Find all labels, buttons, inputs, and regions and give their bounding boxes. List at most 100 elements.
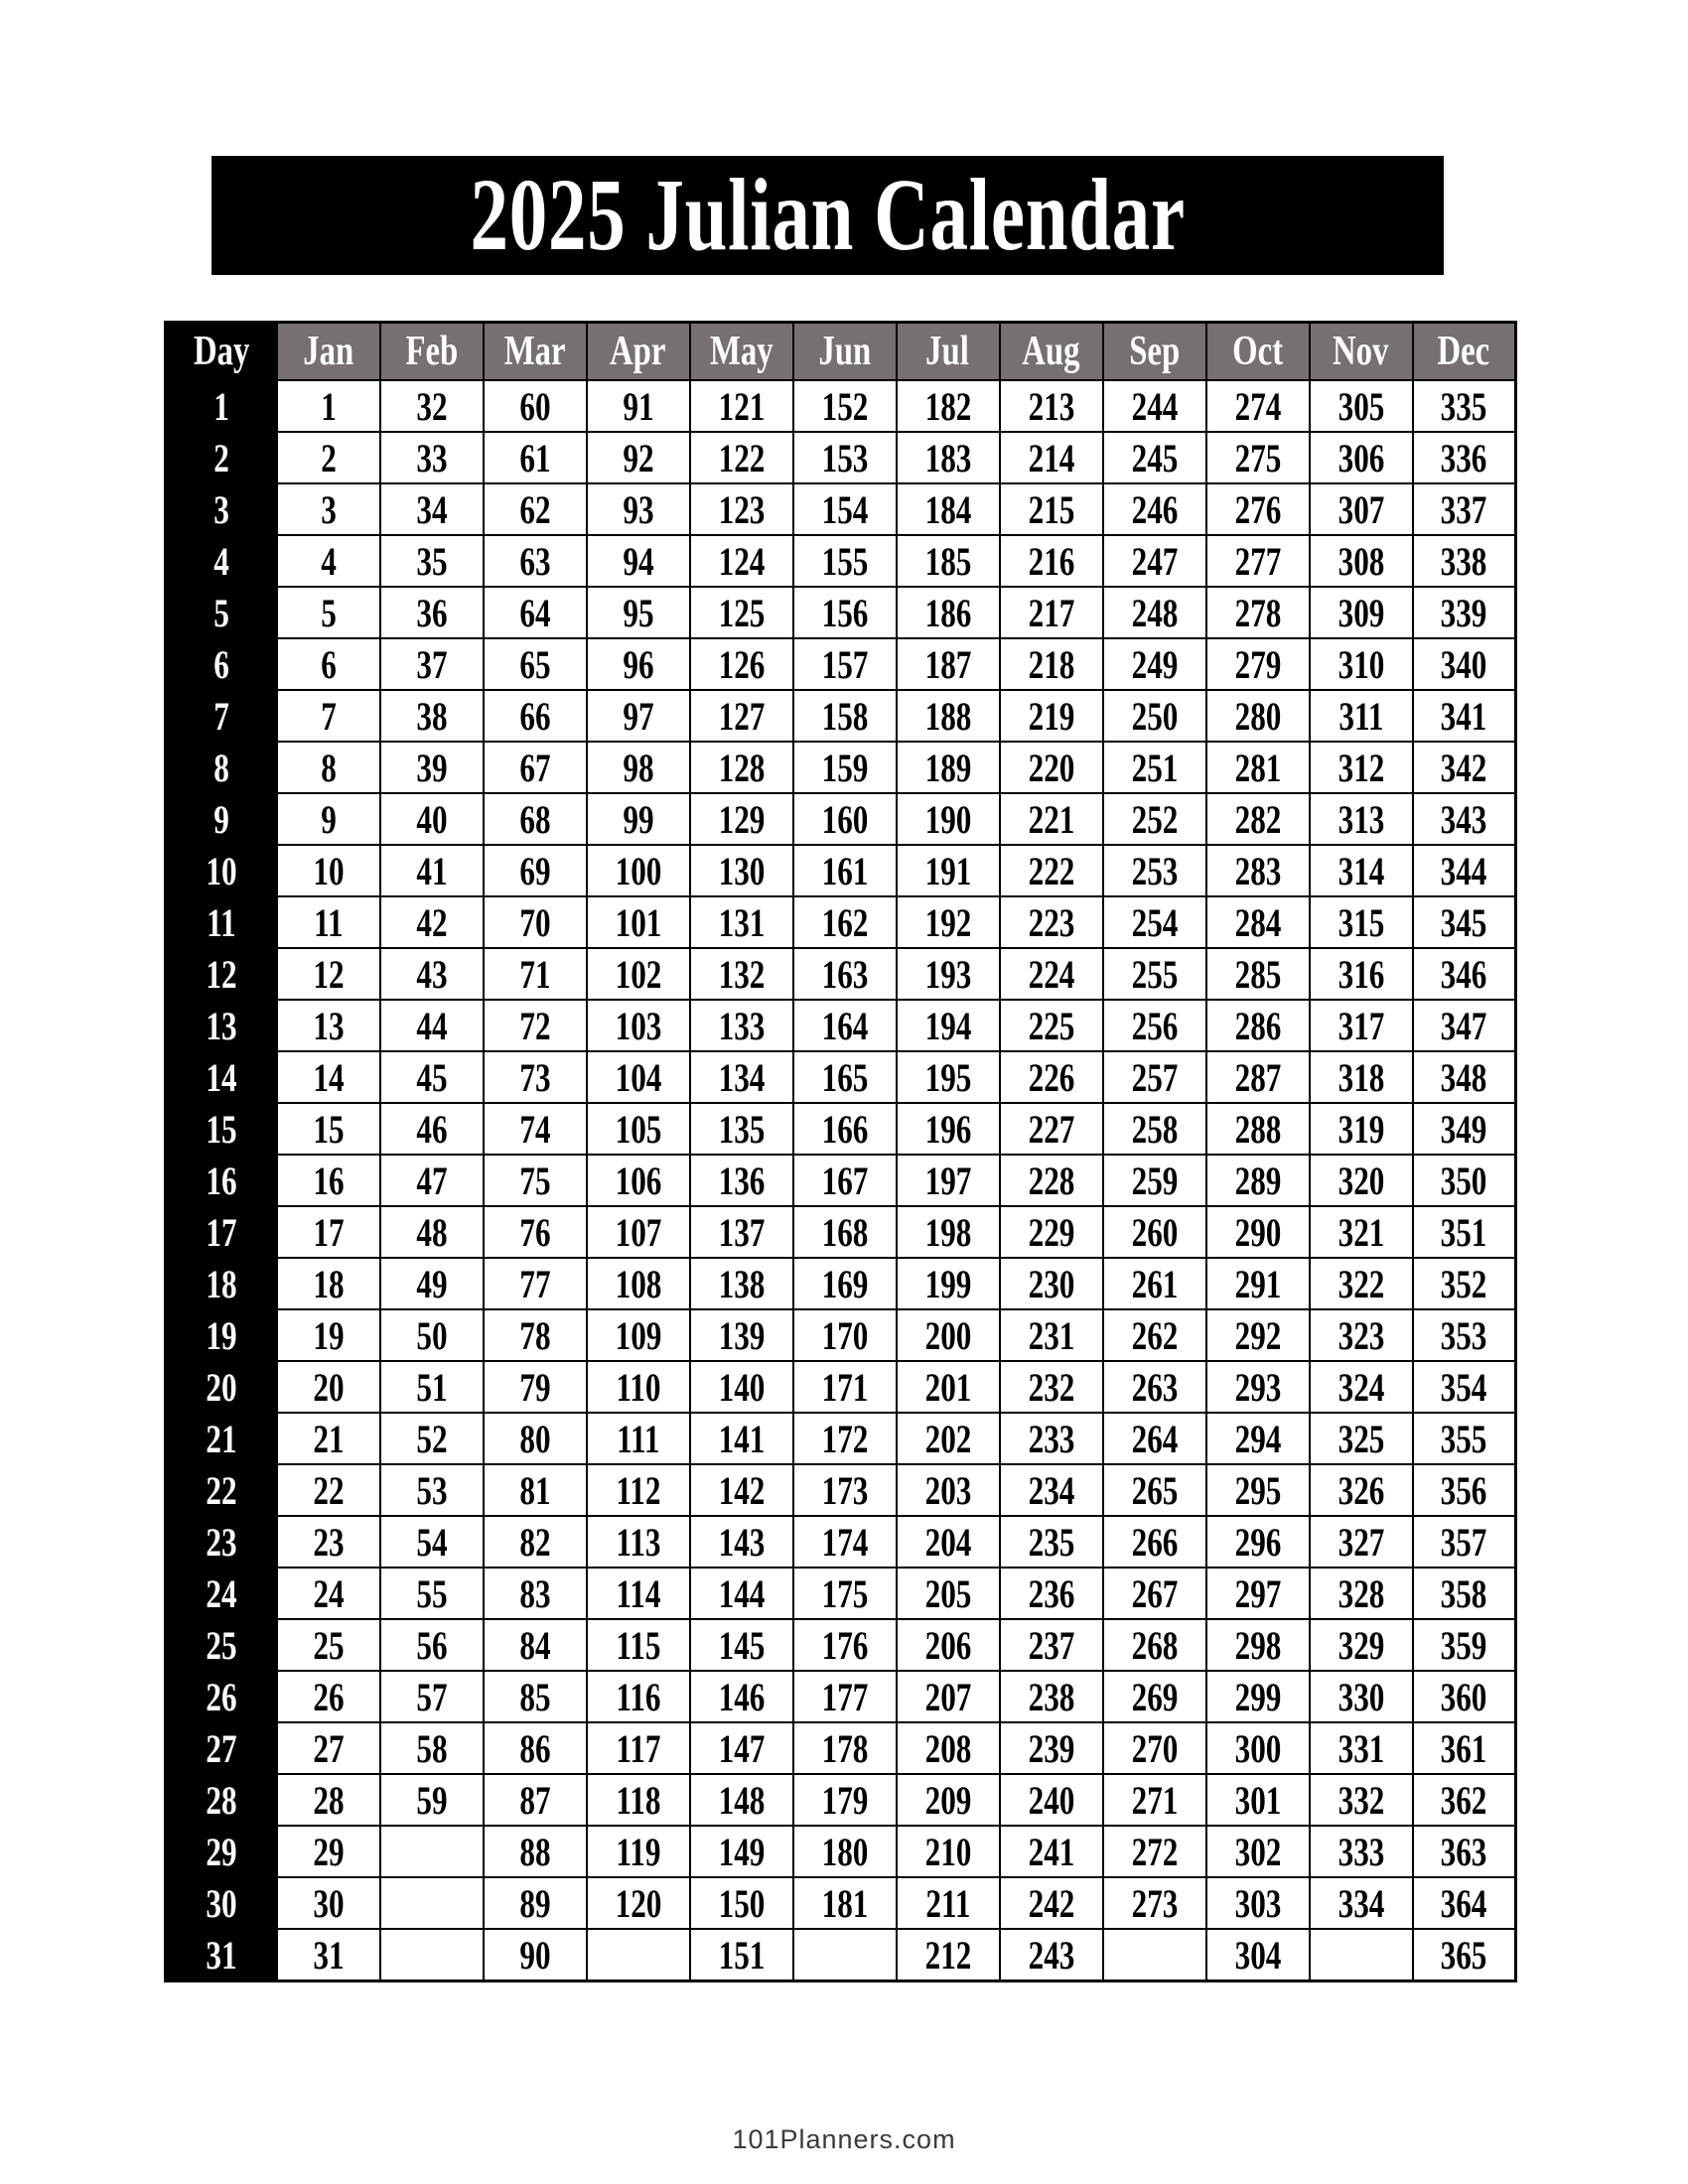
cell-text: 86 [518, 1725, 551, 1771]
cell-text: 269 [1131, 1674, 1178, 1719]
cell-text: 177 [821, 1674, 868, 1719]
cell-text: 84 [518, 1622, 551, 1668]
julian-date-cell: 165 [791, 1050, 898, 1104]
cell-text: 172 [821, 1416, 868, 1461]
cell-text: 6 [320, 641, 337, 687]
table-row-day-7: 7 7 38 66 97 127 158 188 219 250 280 311 341 [164, 689, 1517, 743]
julian-date-cell: 170 [791, 1308, 898, 1362]
julian-date-cell: 137 [688, 1205, 794, 1259]
cell-text: 272 [1131, 1829, 1178, 1874]
julian-date-cell: 208 [895, 1721, 1001, 1775]
julian-date-cell: 257 [1101, 1050, 1207, 1104]
cell-text: 306 [1337, 435, 1384, 480]
julian-date-cell: 327 [1308, 1515, 1414, 1569]
cell-text: 75 [518, 1158, 551, 1203]
julian-date-cell: 108 [585, 1257, 691, 1310]
julian-date-cell: 139 [688, 1308, 794, 1362]
cell-text: Nov [1333, 329, 1389, 374]
cell-text: 10 [206, 848, 237, 893]
cell-text: 5 [320, 590, 337, 635]
cell-text: 180 [821, 1829, 868, 1874]
cell-text: 36 [415, 590, 448, 635]
cell-text: 345 [1440, 899, 1487, 945]
julian-date-cell: 332 [1308, 1773, 1414, 1827]
julian-date-cell: 357 [1411, 1515, 1517, 1569]
julian-date-cell: 57 [378, 1670, 485, 1723]
cell-text: 99 [622, 796, 654, 842]
cell-text: 243 [1028, 1932, 1074, 1978]
julian-date-cell: 214 [998, 431, 1104, 484]
julian-date-cell: 79 [482, 1360, 588, 1414]
julian-date-cell: 38 [378, 689, 485, 743]
julian-date-cell: 308 [1308, 534, 1414, 588]
table-row-day-30: 30 30 89 120 150 181 211 242 273 303 334 364 [164, 1876, 1517, 1930]
column-header-apr: Apr [585, 321, 691, 381]
julian-date-cell: 264 [1101, 1412, 1207, 1465]
cell-text: 348 [1440, 1054, 1487, 1100]
cell-text: 16 [206, 1158, 237, 1203]
cell-text: 19 [312, 1312, 345, 1358]
julian-date-cell: 333 [1308, 1825, 1414, 1878]
julian-date-cell: 10 [275, 844, 381, 897]
julian-date-cell: 115 [585, 1618, 691, 1672]
cell-text: 25 [312, 1622, 345, 1668]
julian-date-cell: 118 [585, 1773, 691, 1827]
cell-text: 245 [1131, 435, 1178, 480]
cell-text: 219 [1028, 693, 1074, 739]
julian-date-cell: 351 [1411, 1205, 1517, 1259]
column-header-day: Day [164, 321, 278, 381]
cell-text: 343 [1440, 796, 1487, 842]
julian-date-cell: 215 [998, 482, 1104, 536]
cell-text: 125 [718, 590, 765, 635]
cell-text: 299 [1234, 1674, 1281, 1719]
cell-text: 315 [1337, 899, 1384, 945]
julian-date-cell: 68 [482, 792, 588, 846]
julian-date-cell: 120 [585, 1876, 691, 1930]
julian-date-cell: 226 [998, 1050, 1104, 1104]
julian-date-cell: 138 [688, 1257, 794, 1310]
julian-date-cell: 261 [1101, 1257, 1207, 1310]
cell-text: 321 [1337, 1209, 1384, 1255]
julian-date-cell: 153 [791, 431, 898, 484]
cell-text: 193 [924, 951, 971, 997]
cell-text: 114 [615, 1570, 661, 1616]
julian-date-cell: 89 [482, 1876, 588, 1930]
cell-text: 159 [821, 745, 868, 790]
cell-text: 349 [1440, 1106, 1487, 1152]
cell-text: 28 [206, 1777, 237, 1823]
column-header-mar: Mar [482, 321, 588, 381]
julian-date-cell: 267 [1101, 1567, 1207, 1620]
julian-date-cell: 275 [1204, 431, 1311, 484]
julian-date-cell: 196 [895, 1102, 1001, 1156]
table-row-day-8: 8 8 39 67 98 128 159 189 220 251 281 312 342 [164, 741, 1517, 794]
julian-date-cell: 248 [1101, 586, 1207, 639]
cell-text: 85 [518, 1674, 551, 1719]
julian-date-cell: 41 [378, 844, 485, 897]
julian-date-cell: 300 [1204, 1721, 1311, 1775]
cell-text: 65 [518, 641, 551, 687]
julian-date-cell: 48 [378, 1205, 485, 1259]
cell-text: 153 [821, 435, 868, 480]
empty-cell [378, 1928, 485, 1982]
table-row-day-20: 20 20 51 79 110 140 171 201 232 263 293 324 354 [164, 1360, 1517, 1414]
julian-date-cell: 283 [1204, 844, 1311, 897]
julian-date-cell: 82 [482, 1515, 588, 1569]
cell-text: 198 [924, 1209, 971, 1255]
cell-text: 101 [615, 899, 661, 945]
julian-date-cell: 37 [378, 637, 485, 691]
cell-text: Jun [818, 329, 871, 374]
cell-text: 353 [1440, 1312, 1487, 1358]
julian-date-cell: 154 [791, 482, 898, 536]
cell-text: 55 [415, 1570, 448, 1616]
julian-date-cell: 110 [585, 1360, 691, 1414]
julian-date-cell: 112 [585, 1463, 691, 1517]
julian-date-cell: 338 [1411, 534, 1517, 588]
cell-text: 166 [821, 1106, 868, 1152]
julian-date-cell: 81 [482, 1463, 588, 1517]
cell-text: 337 [1440, 486, 1487, 532]
cell-text: 282 [1234, 796, 1281, 842]
cell-text: 115 [615, 1622, 661, 1668]
julian-date-cell: 93 [585, 482, 691, 536]
day-number-cell: 1 [164, 379, 278, 433]
cell-text: 326 [1337, 1467, 1384, 1513]
